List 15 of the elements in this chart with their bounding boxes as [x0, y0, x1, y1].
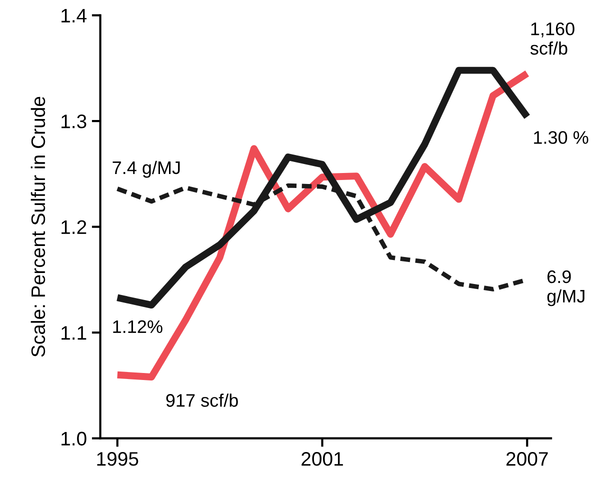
y-tick-label: 1.3 [62, 114, 86, 128]
y-tick-label: 1.0 [62, 432, 86, 446]
annotation: 917 scf/b [166, 394, 238, 407]
annotation: 1,160 scf/b [530, 22, 574, 55]
annotation: 1.30 % [534, 131, 588, 144]
x-tick-label: 2007 [506, 452, 548, 466]
annotation: 7.4 g/MJ [112, 160, 180, 178]
x-tick-label: 2001 [302, 452, 343, 466]
y-tick-label: 1.4 [62, 8, 87, 22]
annotation: 6.9 g/MJ [547, 270, 584, 306]
annotation: 1.12% [113, 320, 162, 333]
y-tick-label: 1.2 [62, 220, 86, 234]
y-tick-label: 1.1 [62, 326, 86, 340]
y-axis-title: Scale: Percent Sulfur in Crude [30, 96, 46, 357]
x-tick-label: 1995 [97, 452, 138, 466]
